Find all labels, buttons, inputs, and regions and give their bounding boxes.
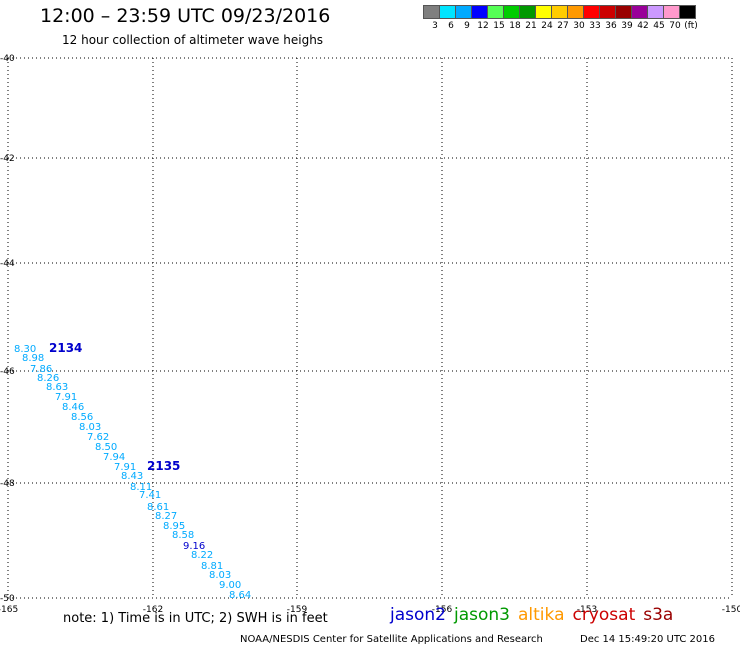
swh-value: 8.50 — [95, 442, 117, 453]
satellite-legend: jason2 jason3 altika cryosat s3a — [390, 605, 673, 625]
legend-label: 6 — [448, 21, 454, 31]
satellite-name: jason3 — [454, 605, 510, 625]
swh-value: 7.91 — [55, 392, 77, 403]
swh-value: 8.26 — [37, 373, 59, 384]
legend-label: 33 — [589, 21, 601, 31]
legend-label: 9 — [464, 21, 470, 31]
swh-value: 9.16 — [183, 541, 205, 552]
swh-value: 8.58 — [172, 530, 194, 541]
legend-label: 70 — [669, 21, 681, 31]
swh-value: 8.95 — [163, 521, 185, 532]
lat-tick-label: -42 — [0, 154, 15, 164]
swh-value: 9.00 — [219, 580, 241, 591]
lat-tick-label: -44 — [0, 259, 15, 269]
legend-label: 27 — [557, 21, 569, 31]
swh-value: 8.98 — [22, 353, 44, 364]
swh-track: 8.308.987.868.268.637.918.468.568.037.62… — [14, 344, 251, 601]
lon-tick-label: -156 — [432, 605, 453, 615]
swh-value: 7.86 — [30, 364, 52, 375]
swh-value: 8.63 — [46, 382, 68, 393]
swh-value: 8.03 — [79, 422, 101, 433]
swh-value: 7.41 — [139, 490, 161, 501]
satellite-name: s3a — [643, 605, 674, 625]
map-grid — [7, 57, 733, 599]
lon-tick-label: -159 — [287, 605, 308, 615]
footer-note: note: 1) Time is in UTC; 2) SWH is in fe… — [63, 611, 328, 626]
legend-label: 42 — [637, 21, 649, 31]
pass-number: 2134 — [49, 341, 82, 355]
map-subtitle: 12 hour collection of altimeter wave hei… — [62, 33, 324, 47]
swh-value: 8.27 — [155, 511, 177, 522]
swh-value: 8.11 — [130, 482, 152, 493]
lon-tick-label: -162 — [143, 605, 163, 615]
legend-label: 12 — [477, 21, 489, 31]
lat-tick-label: -50 — [0, 594, 15, 604]
legend-label: 36 — [605, 21, 617, 31]
axis-ticks: -40 -42 -44 -46 -48 -50-165 -162 -159 -156 -153 -1… — [0, 54, 740, 615]
legend-label: 45 — [653, 21, 665, 31]
legend-labels: 3 6 9 12 15 18 21 24 27 30 33 36 39 42 45 70 (ft) — [423, 19, 698, 31]
swh-value: 8.22 — [191, 550, 213, 561]
satellite-name: cryosat — [572, 605, 636, 625]
lon-tick-label: -150 — [722, 605, 740, 615]
swh-value: 8.30 — [14, 344, 36, 355]
swh-value: 8.81 — [201, 561, 223, 572]
credit-text: NOAA/NESDIS Center for Satellite Applica… — [240, 634, 543, 645]
color-legend: 3 6 9 12 15 18 21 24 27 30 33 36 39 42 45 70 (ft) — [423, 5, 698, 31]
swh-value: 7.62 — [87, 432, 109, 443]
swh-value: 8.46 — [62, 402, 84, 413]
swh-value: 7.94 — [103, 452, 125, 463]
pass-labels: 2134 2135 — [49, 341, 180, 473]
legend-label: 39 — [621, 21, 633, 31]
swh-value: 8.56 — [71, 412, 93, 423]
lon-tick-label: -165 — [0, 605, 18, 615]
legend-label: (ft) — [684, 21, 698, 31]
pass-number: 2135 — [147, 459, 180, 473]
legend-label: 24 — [541, 21, 553, 31]
legend-label: 15 — [493, 21, 505, 31]
generated-timestamp: Dec 14 15:49:20 UTC 2016 — [580, 634, 715, 645]
lon-tick-label: -153 — [577, 605, 597, 615]
swh-value: 8.03 — [209, 570, 231, 581]
legend-label: 18 — [509, 21, 521, 31]
swh-value: 8.43 — [121, 471, 143, 482]
swh-value: 8.64 — [229, 590, 251, 601]
lat-tick-label: -48 — [0, 479, 15, 489]
lat-tick-label: -46 — [0, 367, 15, 377]
satellite-name: altika — [518, 605, 565, 625]
satellite-name: jason2 — [390, 605, 446, 625]
legend-color-bar — [423, 5, 696, 19]
legend-label: 30 — [573, 21, 585, 31]
legend-label: 3 — [432, 21, 438, 31]
legend-label: 21 — [525, 21, 537, 31]
legend-swatch — [679, 5, 696, 19]
lat-tick-label: -40 — [0, 54, 15, 64]
swh-value: 8.61 — [147, 502, 169, 513]
swh-value: 7.91 — [114, 462, 136, 473]
map-title: 12:00 – 23:59 UTC 09/23/2016 — [40, 5, 331, 27]
